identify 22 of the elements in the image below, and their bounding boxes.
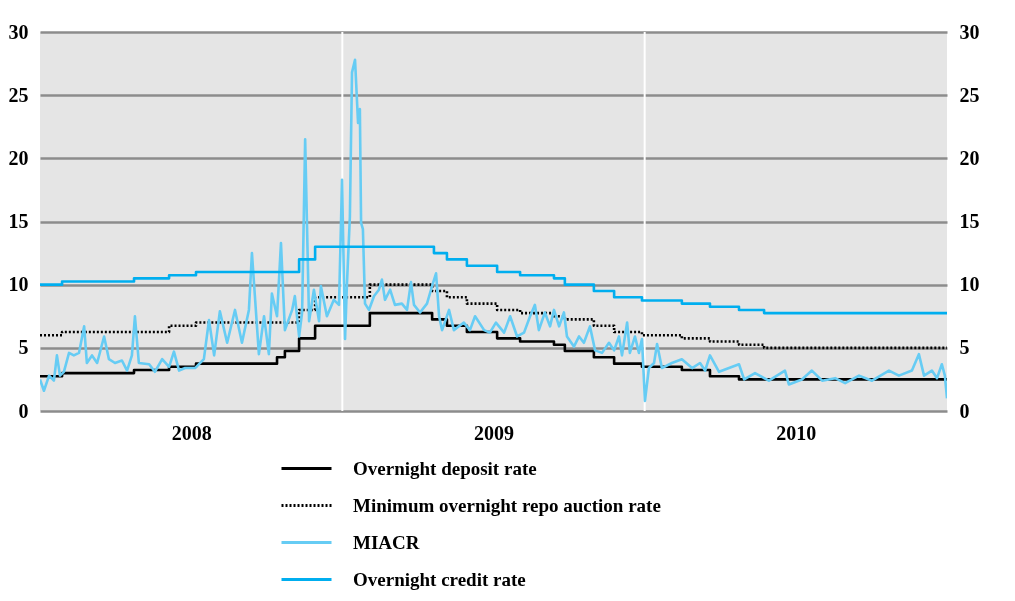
- y-tick-label: 10: [8, 273, 29, 296]
- y2-tick-label: 10: [959, 273, 980, 296]
- y-tick-label: 0: [18, 399, 29, 422]
- y2-tick-label: 30: [959, 20, 980, 43]
- legend-label: MIACR: [353, 531, 420, 553]
- legend-label: Overnight credit rate: [353, 568, 526, 590]
- y2-tick-label: 0: [959, 399, 970, 422]
- x-tick-label: 2009: [474, 421, 514, 444]
- y-tick-label: 20: [8, 146, 29, 169]
- x-tick-label: 2010: [776, 421, 817, 444]
- legend-label: Minimum overnight repo auction rate: [353, 494, 661, 516]
- y-tick-label: 5: [18, 336, 29, 359]
- x-tick-label: 2008: [171, 421, 212, 444]
- y-tick-label: 30: [8, 20, 29, 43]
- y2-tick-label: 20: [959, 146, 980, 169]
- line-series: [40, 58, 947, 403]
- y2-tick-label: 25: [959, 83, 980, 106]
- y2-tick-label: 5: [959, 336, 970, 359]
- legend-label: Overnight deposit rate: [353, 457, 537, 479]
- y-tick-label: 15: [8, 210, 29, 232]
- y2-tick-label: 15: [959, 210, 980, 232]
- y-tick-label: 25: [8, 83, 29, 106]
